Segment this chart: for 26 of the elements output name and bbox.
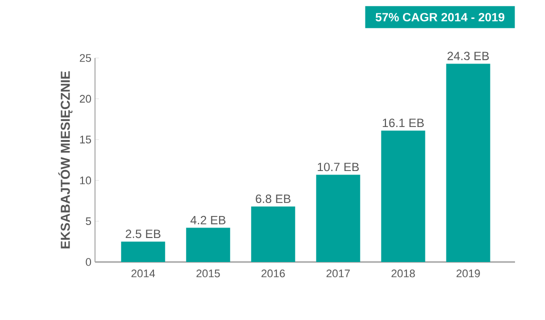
data-label: 16.1 EB bbox=[382, 118, 424, 128]
y-tick-label: 15 bbox=[80, 136, 92, 144]
x-tick-label: 2014 bbox=[131, 270, 155, 278]
data-label: 10.7 EB bbox=[318, 162, 359, 172]
y-tick-label: 20 bbox=[80, 94, 92, 103]
x-tick-label: 2015 bbox=[196, 270, 220, 278]
data-label: 24.3 EB bbox=[448, 52, 489, 60]
bar bbox=[381, 130, 426, 262]
text: 57% CAGR 2014 - 2019 bbox=[376, 12, 504, 22]
data-label: 6.8 EB bbox=[256, 194, 290, 203]
y-axis-title: EKSABAJTÓW MIESIĘCZNIE bbox=[58, 71, 72, 248]
data-label: 2.5 EB bbox=[126, 230, 160, 238]
y-tick-label: 0 bbox=[86, 258, 92, 266]
bar bbox=[446, 64, 490, 262]
y-tick-label: 10 bbox=[80, 176, 92, 184]
x-tick-label: 2019 bbox=[456, 270, 480, 278]
bar bbox=[316, 174, 360, 262]
bar bbox=[186, 228, 230, 262]
bar bbox=[121, 242, 166, 262]
y-tick-label: 25 bbox=[80, 54, 92, 62]
data-label: 4.2 EB bbox=[190, 216, 226, 224]
y-tick-label: 5 bbox=[86, 217, 92, 226]
x-tick-label: 2018 bbox=[392, 270, 415, 278]
x-tick-label: 2017 bbox=[326, 270, 350, 278]
bar bbox=[251, 206, 296, 262]
x-tick-label: 2016 bbox=[262, 270, 285, 278]
